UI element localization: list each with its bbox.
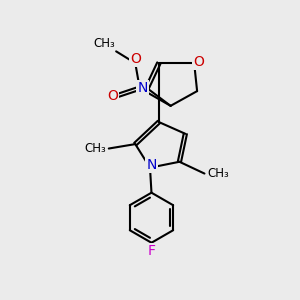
Text: N: N: [146, 158, 157, 172]
Text: N: N: [137, 81, 148, 95]
Text: CH₃: CH₃: [93, 37, 115, 50]
Text: F: F: [148, 244, 155, 258]
Text: O: O: [193, 55, 204, 69]
Text: methyl: methyl: [106, 47, 111, 48]
Text: O: O: [107, 88, 118, 103]
Text: O: O: [130, 52, 141, 66]
Text: CH₃: CH₃: [84, 142, 106, 155]
Text: CH₃: CH₃: [207, 167, 229, 180]
